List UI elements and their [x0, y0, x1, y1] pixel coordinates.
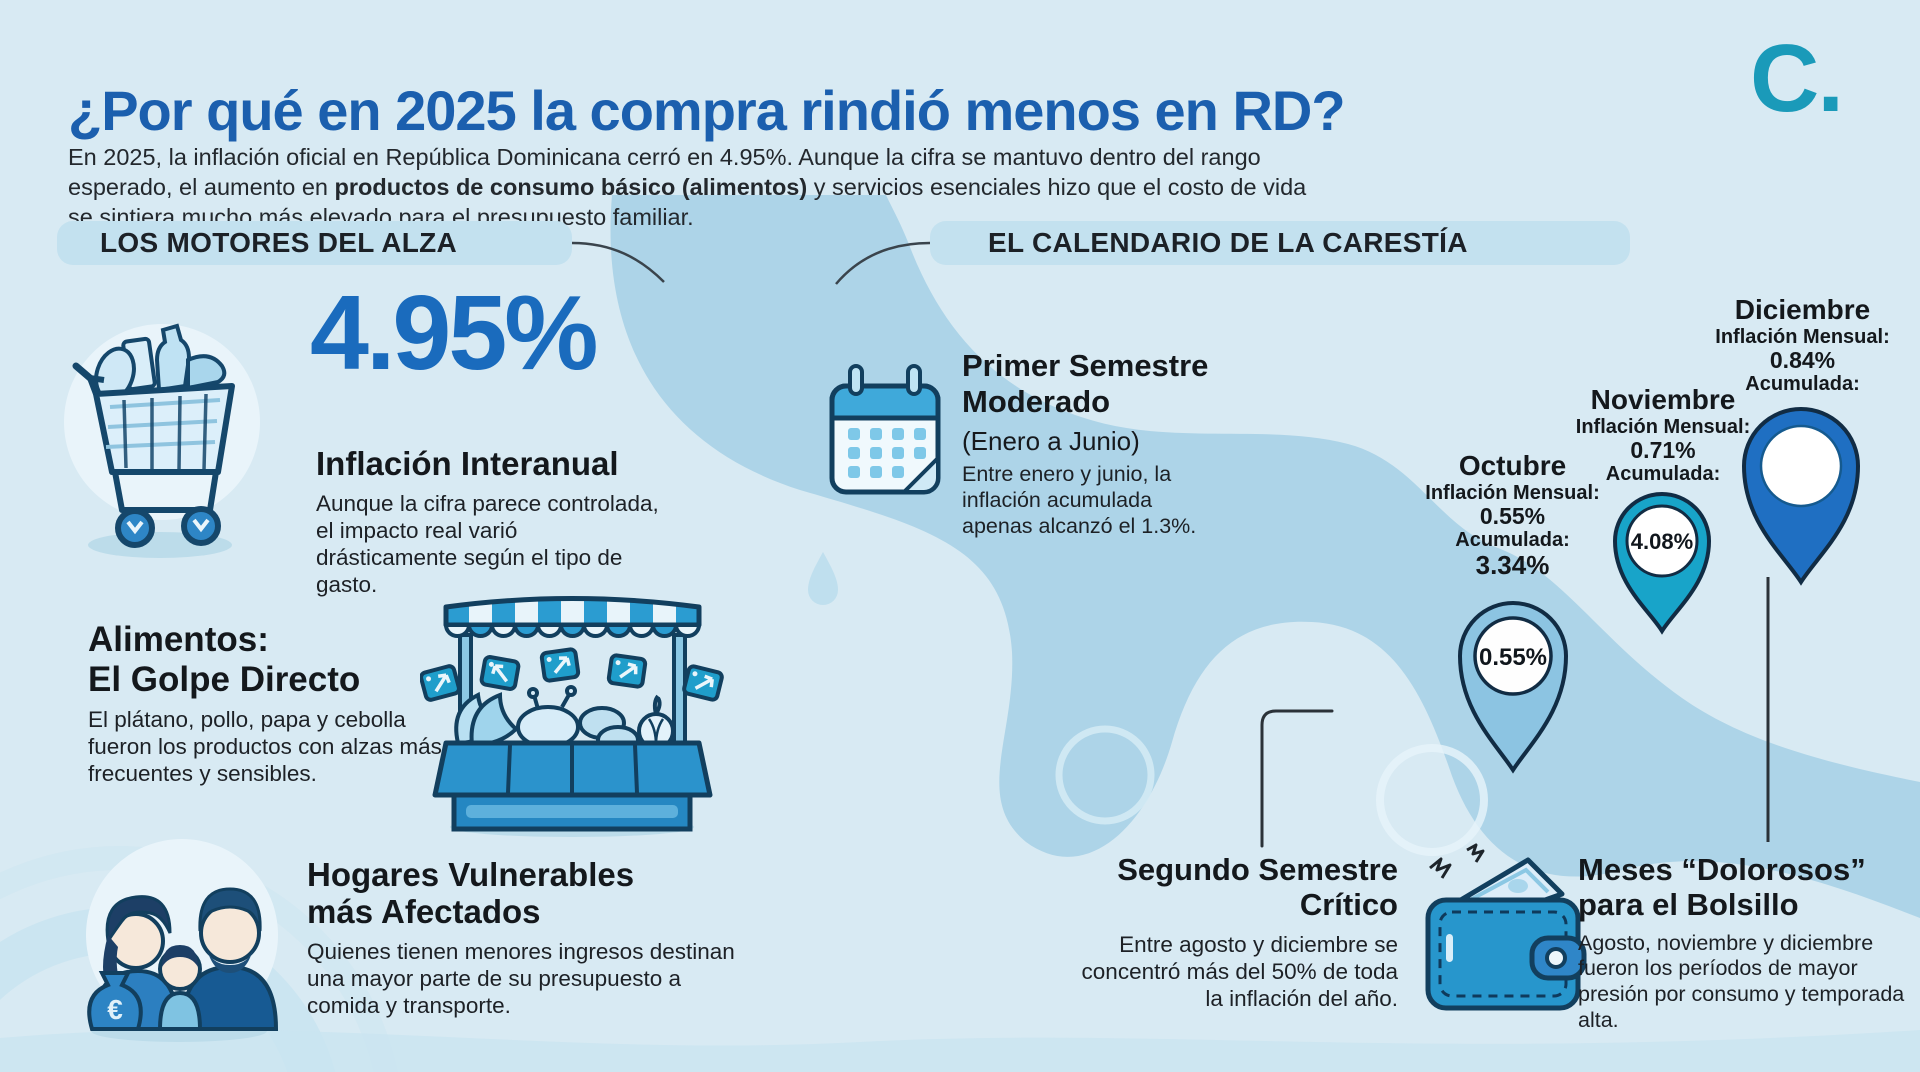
first-semester-title: Primer Semestre Moderado: [962, 348, 1208, 419]
pill-connector-right: [835, 241, 931, 285]
households-title-line1: Hogares Vulnerables: [307, 856, 635, 893]
corner-arc-decoration: [0, 846, 398, 1072]
painful-months-title-line2: para el Bolsillo: [1578, 887, 1799, 923]
calendar-icon: [829, 364, 941, 495]
households-title-line2: más Afectados: [307, 893, 541, 931]
monthly-inflation-label: Inflación Mensual:: [1425, 482, 1600, 505]
swoosh-ribbon: [610, 195, 1920, 918]
section-header-calendario: EL CALENDARIO DE LA CARESTÍA: [930, 221, 1630, 265]
painful-months-description: Agosto, noviembre y diciembre fueron los…: [1578, 930, 1905, 1033]
painful-months-block: Meses “Dolorosos” para el Bolsillo Agost…: [1578, 852, 1910, 1034]
map-pin-icon-noviembre: 4.08%: [1612, 492, 1712, 635]
month-name: Noviembre: [1590, 384, 1736, 415]
section-header-motores: LOS MOTORES DEL ALZA: [57, 221, 572, 265]
monthly-inflation-label: Inflación Mensual:: [1575, 416, 1751, 439]
pin-value-octubre: 0.55%: [1479, 644, 1547, 671]
food-title: Alimentos: El Golpe Directo: [88, 620, 360, 699]
shopping-cart-icon: [64, 323, 260, 558]
painful-months-title: Meses “Dolorosos” para el Bolsillo: [1578, 852, 1910, 923]
intro-text-pre: En 2025, la inflación oficial en Repúbli…: [68, 143, 1261, 200]
food-description: El plátano, pollo, papa y cebolla fueron…: [88, 707, 442, 786]
second-semester-title-line2: Crítico: [1299, 887, 1398, 923]
pill-connector-left: [571, 241, 665, 283]
inflation-stat-description: Aunque la cifra parece controlada, el im…: [316, 491, 659, 597]
month-name: Diciembre: [1734, 294, 1871, 325]
connector-l-line: [1260, 709, 1334, 848]
swoosh-ring-decoration: [1055, 725, 1155, 825]
second-semester-title-line1: Segundo Semestre: [1117, 852, 1398, 887]
first-semester-description: Entre enero y junio, la inflación acumul…: [962, 462, 1197, 538]
inflation-stat-value: 4.95%: [310, 274, 599, 392]
month-name: Octubre: [1458, 450, 1567, 481]
page-title: ¿Por qué en 2025 la compra rindió menos …: [68, 78, 1346, 142]
wallet-icon: [1425, 843, 1587, 1011]
euro-symbol: €: [107, 994, 123, 1025]
first-semester-title-line2: Moderado: [962, 383, 1111, 419]
lightning-icon: [1466, 843, 1485, 863]
accumulated-label: Acumulada:: [1745, 373, 1860, 396]
family-money-bag-icon: €: [86, 839, 279, 1042]
spark-icon: [1429, 857, 1452, 879]
intro-text-bold: productos de consumo básico (alimentos): [334, 173, 808, 200]
accumulated-label: Acumulada:: [1455, 529, 1570, 552]
painful-months-title-line1: Meses “Dolorosos”: [1578, 852, 1866, 887]
market-stall-icon: [420, 596, 724, 837]
households-title: Hogares Vulnerables más Afectados: [307, 856, 634, 931]
month-block-diciembre: Diciembre Inflación Mensual: 0.84% Acumu…: [1710, 294, 1895, 395]
month-block-noviembre: Noviembre Inflación Mensual: 0.71% Acumu…: [1573, 384, 1753, 485]
swoosh-ring-decoration: [1376, 744, 1488, 856]
food-title-line2: El Golpe Directo: [88, 659, 361, 699]
section-header-motores-label: LOS MOTORES DEL ALZA: [100, 227, 458, 258]
accumulated-value: 3.34%: [1475, 550, 1550, 581]
food-title-line1: Alimentos:: [88, 620, 269, 659]
section-header-calendario-label: EL CALENDARIO DE LA CARESTÍA: [988, 227, 1468, 258]
c-dot-logo: C.: [1750, 25, 1844, 132]
monthly-inflation-value: 0.55%: [1479, 503, 1546, 530]
map-pin-icon-octubre: 0.55%: [1457, 601, 1569, 774]
month-block-octubre: Octubre Inflación Mensual: 0.55% Acumula…: [1415, 450, 1610, 581]
second-semester-title: Segundo Semestre Crítico: [1078, 852, 1398, 923]
second-semester-block: Segundo Semestre Crítico Entre agosto y …: [1078, 852, 1398, 1012]
inflation-stat-label: Inflación Interanual: [316, 445, 619, 482]
monthly-inflation-label: Inflación Mensual:: [1715, 326, 1890, 349]
second-semester-description: Entre agosto y diciembre se concentró má…: [1081, 931, 1398, 1011]
first-semester-title-line1: Primer Semestre: [962, 348, 1209, 383]
households-description: Quienes tienen menores ingresos destinan…: [307, 939, 735, 1018]
monthly-inflation-value: 0.84%: [1769, 347, 1836, 374]
first-semester-subtitle: (Enero a Junio): [962, 426, 1140, 456]
water-drop-decoration: [808, 552, 838, 605]
pin-value-noviembre: 4.08%: [1631, 529, 1693, 554]
map-pin-icon-diciembre: [1741, 407, 1861, 586]
price-tags: [420, 647, 724, 702]
accumulated-label: Acumulada:: [1605, 463, 1721, 486]
intro-paragraph: En 2025, la inflación oficial en Repúbli…: [68, 142, 1330, 232]
bottom-wave-decoration: [0, 1029, 1920, 1072]
monthly-inflation-value: 0.71%: [1630, 437, 1696, 464]
